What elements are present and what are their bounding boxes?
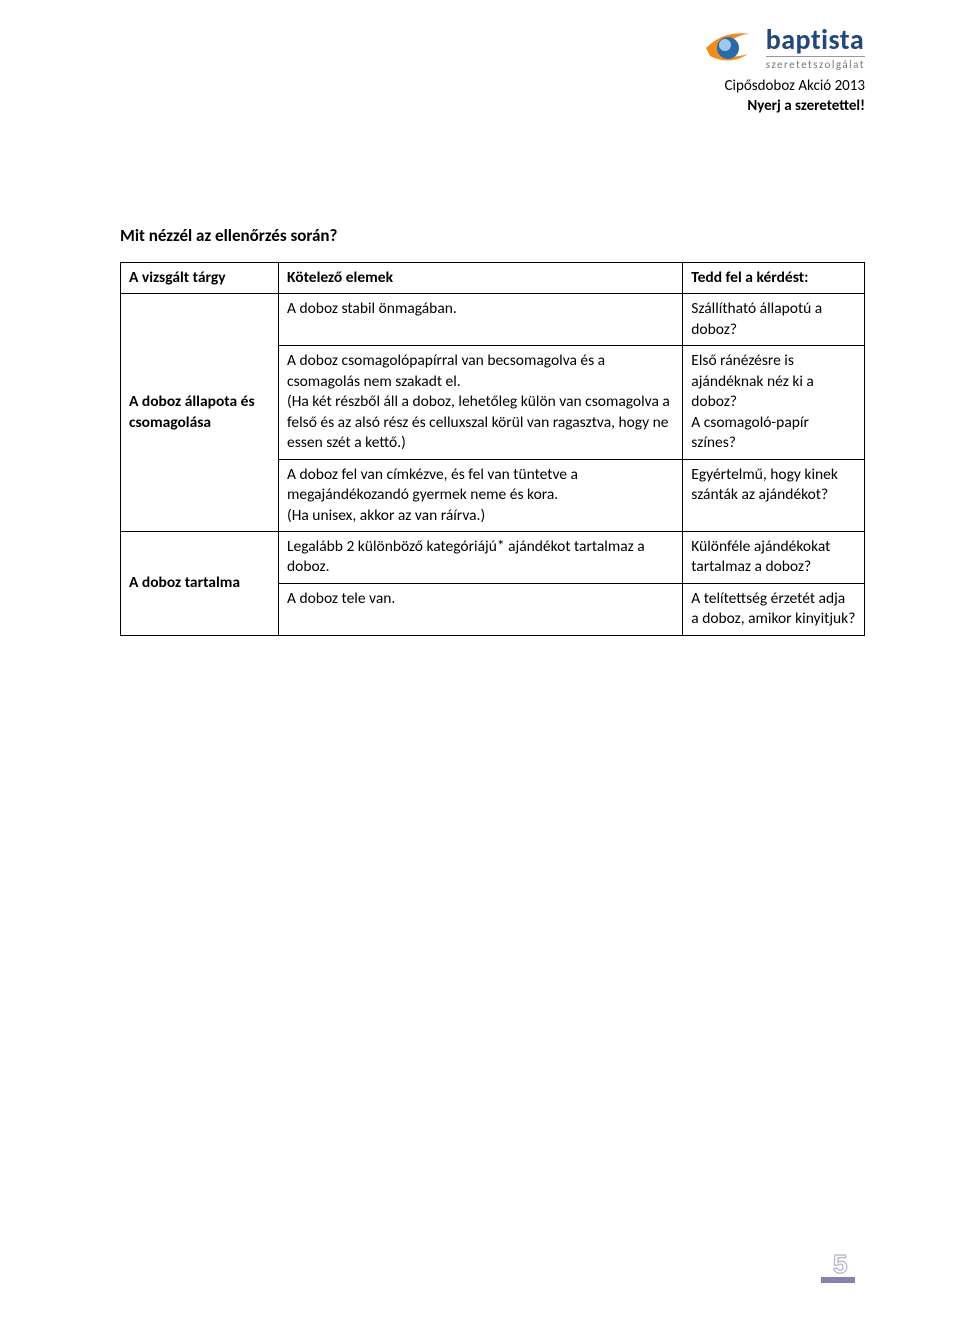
logo-text: baptista szeretetszolgálat — [766, 26, 865, 71]
th-subject: A vizsgált tárgy — [121, 263, 279, 294]
logo-sub-text: szeretetszolgálat — [766, 56, 865, 71]
cell: Szállítható állapotú a doboz? — [683, 294, 865, 346]
cell: A doboz stabil önmagában. — [279, 294, 683, 346]
header-line-2: Nyerj a szeretettel! — [704, 97, 865, 117]
cell: Egyértelmű, hogy kinek szánták az ajándé… — [683, 459, 865, 531]
logo-icon — [704, 26, 758, 71]
table-row: A doboz tartalma Legalább 2 különböző ka… — [121, 531, 865, 583]
page: baptista szeretetszolgálat Cipősdoboz Ak… — [0, 0, 960, 1340]
th-question: Tedd fel a kérdést: — [683, 263, 865, 294]
page-header: baptista szeretetszolgálat Cipősdoboz Ak… — [704, 26, 865, 116]
page-number: 5 — [821, 1247, 865, 1292]
table-row: A doboz állapota és csomagolása A doboz … — [121, 294, 865, 346]
cell: A doboz tele van. — [279, 583, 683, 635]
content: Mit nézzél az ellenőrzés során? A vizsgá… — [120, 40, 865, 636]
logo: baptista szeretetszolgálat — [704, 26, 865, 71]
cell: A doboz csomagolópapírral van becsomagol… — [279, 346, 683, 459]
table-header-row: A vizsgált tárgy Kötelező elemek Tedd fe… — [121, 263, 865, 294]
cell: A doboz fel van címkézve, és fel van tün… — [279, 459, 683, 531]
group2-label: A doboz tartalma — [121, 531, 279, 635]
header-line-1: Cipősdoboz Akció 2013 — [704, 77, 865, 97]
cell: A telítettség érzetét adja a doboz, amik… — [683, 583, 865, 635]
th-required: Kötelező elemek — [279, 263, 683, 294]
cell: Különféle ajándékokat tartalmaz a doboz? — [683, 531, 865, 583]
cell: Legalább 2 különböző kategóriájú* ajándé… — [279, 531, 683, 583]
header-lines: Cipősdoboz Akció 2013 Nyerj a szeretette… — [704, 77, 865, 116]
cell: Első ránézésre is ajándéknak néz ki a do… — [683, 346, 865, 459]
page-number-text: 5 — [833, 1249, 847, 1279]
logo-main-text: baptista — [766, 26, 865, 54]
section-title: Mit nézzél az ellenőrzés során? — [120, 225, 865, 246]
inspection-table: A vizsgált tárgy Kötelező elemek Tedd fe… — [120, 262, 865, 636]
group1-label: A doboz állapota és csomagolása — [121, 294, 279, 532]
